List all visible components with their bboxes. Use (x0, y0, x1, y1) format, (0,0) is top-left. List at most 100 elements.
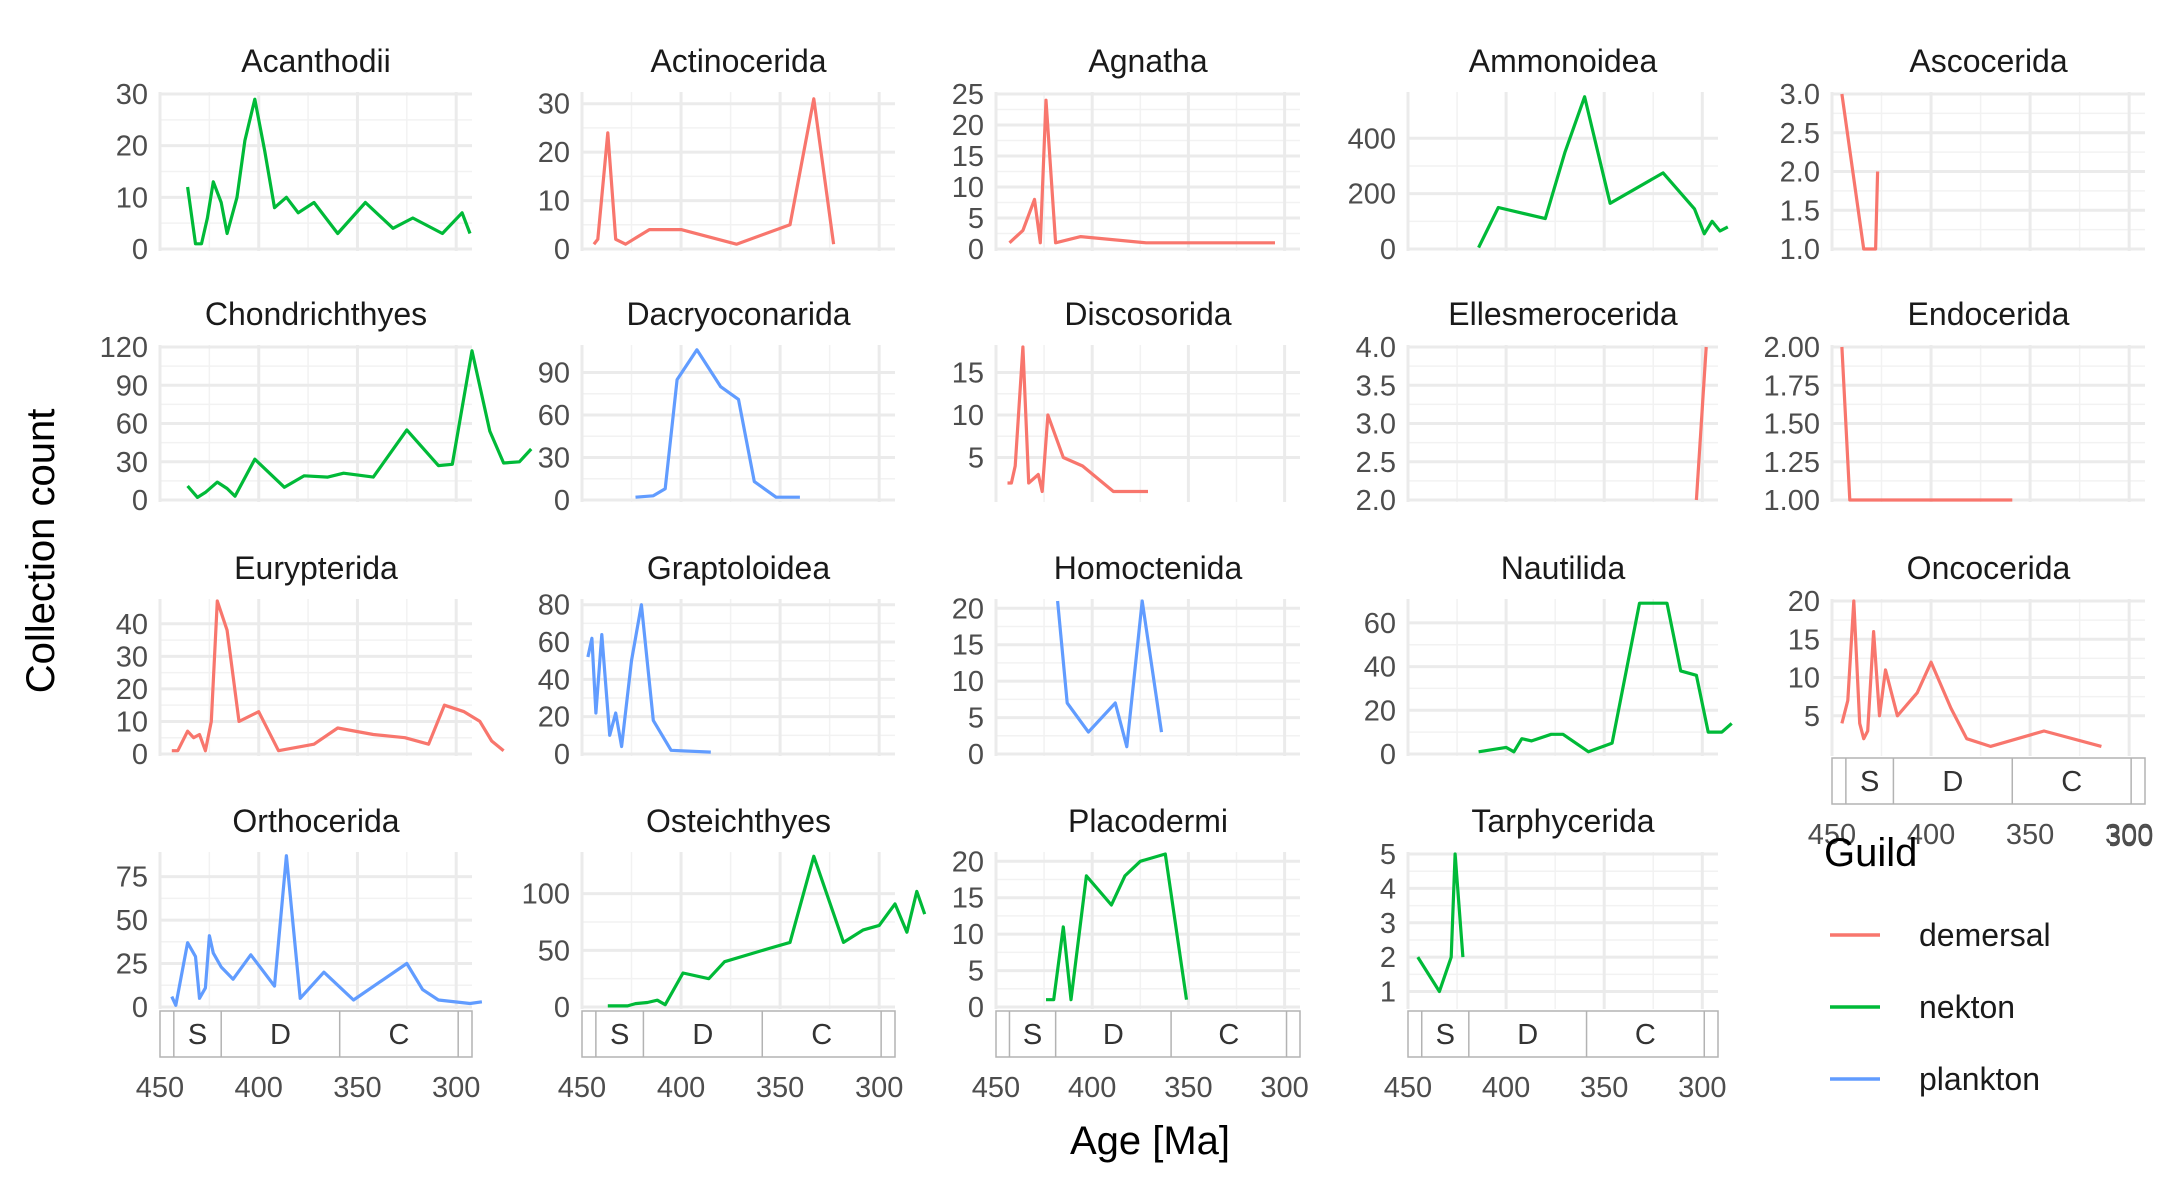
period-label: C (1635, 1019, 1656, 1051)
series-line-plankton (1056, 599, 1164, 749)
panels-layer: Acanthodii0102030Actinocerida0102030Agna… (100, 43, 2154, 1104)
series-line-nekton (186, 97, 472, 246)
panel-title: Osteichthyes (646, 803, 831, 839)
y-tick-label: 0 (554, 739, 570, 771)
y-tick-label: 80 (538, 590, 570, 622)
grid (1406, 599, 1718, 756)
y-tick-label: 20 (1364, 695, 1396, 727)
y-tick-label: 75 (116, 862, 148, 894)
panel-homoctenida: Homoctenida 0 5 10 15 20 (952, 550, 1300, 771)
y-tick-label: 5 (1804, 701, 1820, 733)
y-axis-title: Collection count (19, 409, 63, 694)
grid (1830, 92, 2145, 251)
y-tick-label: 0 (132, 739, 148, 771)
panel-title: Ellesmerocerida (1448, 296, 1678, 332)
legend-title: Guild (1824, 831, 1917, 875)
series-line-plankton (635, 348, 800, 499)
panel-title: Discosorida (1064, 296, 1231, 332)
panel-title: Ammonoidea (1469, 43, 1658, 79)
panel-acanthodii: Acanthodii 0 10 20 30 (116, 43, 472, 266)
grid (994, 599, 1300, 756)
panel-title: Dacryoconarida (626, 296, 850, 332)
x-tick-label: 350 (1164, 1072, 1212, 1104)
y-tick-label: 2 (1380, 942, 1396, 974)
y-tick-label: 30 (116, 641, 148, 673)
y-tick-label: 0 (968, 992, 984, 1024)
panel-title: Eurypterida (234, 550, 398, 586)
x-tick-label: 400 (1907, 819, 1955, 851)
series-line-nekton (1477, 95, 1729, 249)
legend-label: plankton (1919, 1061, 2040, 1097)
y-tick-label: 2.5 (1356, 447, 1396, 479)
y-tick-label: 2.0 (1356, 485, 1396, 517)
grid (158, 852, 472, 1009)
y-tick-label: 15 (952, 630, 984, 662)
series-line-demersal (1840, 346, 2013, 502)
panel-title: Oncocerida (1907, 550, 2071, 586)
y-tick-label: 20 (116, 674, 148, 706)
series-line-demersal (1007, 345, 1148, 494)
legend-label: nekton (1919, 989, 2015, 1025)
y-tick-label: 15 (952, 141, 984, 173)
period-bar-frame (1831, 757, 2146, 805)
y-tick-label: 20 (538, 702, 570, 734)
panel-discosorida: Discosorida 5 10 15 (952, 296, 1300, 502)
y-tick-label: 200 (1348, 179, 1396, 211)
grid (1406, 92, 1718, 251)
y-tick-label: 10 (952, 919, 984, 951)
period-label: D (692, 1019, 713, 1051)
panel-title: Acanthodii (241, 43, 390, 79)
series-line-demersal (1840, 599, 2102, 748)
x-tick-label: 300 (855, 1072, 903, 1104)
panel-ascocerida: Ascocerida 1.0 1.5 2.0 2.5 3.0 (1780, 43, 2145, 266)
y-tick-label: 1.00 (1764, 485, 1820, 517)
y-tick-label: 20 (116, 131, 148, 163)
panel-title: Chondrichthyes (205, 296, 427, 332)
period-label: S (610, 1019, 629, 1051)
panel-nautilida: Nautilida 0 20 40 60 (1364, 550, 1733, 771)
period-label: C (2061, 766, 2082, 798)
series-line-demersal (1008, 98, 1275, 245)
y-tick-label: 1.75 (1764, 370, 1820, 402)
y-tick-label: 0 (968, 739, 984, 771)
x-tick-label: 400 (1068, 1072, 1116, 1104)
panel-endocerida: Endocerida 1.00 1.25 1.50 1.75 2.00 (1764, 296, 2145, 517)
x-tick-label: 300 (1260, 1072, 1308, 1104)
y-tick-label: 4.0 (1356, 332, 1396, 364)
y-tick-label: 90 (116, 370, 148, 402)
grid (1830, 345, 2145, 502)
legend-label: demersal (1919, 917, 2051, 953)
grid (158, 599, 472, 756)
y-tick-label: 0 (132, 234, 148, 266)
legend-entry-nekton: nekton (1830, 989, 2015, 1025)
y-tick-label: 3.0 (1780, 79, 1820, 111)
y-tick-label: 0 (132, 992, 148, 1024)
x-tick-label: 350 (1580, 1072, 1628, 1104)
y-tick-label: 2.00 (1764, 332, 1820, 364)
y-tick-label: 400 (1348, 123, 1396, 155)
panel-osteichthyes: Osteichthyes 0 50 100 S D C 450 400 350 300 (522, 803, 927, 1104)
period-label: D (270, 1019, 291, 1051)
y-tick-label: 0 (554, 485, 570, 517)
y-tick-label: 50 (116, 905, 148, 937)
series-line-demersal (171, 599, 505, 753)
y-tick-label: 60 (1364, 608, 1396, 640)
panel-title: Endocerida (1908, 296, 2070, 332)
y-tick-label: 0 (554, 234, 570, 266)
grid (580, 852, 895, 1009)
series-line-nekton (1478, 601, 1733, 754)
x-tick-label: 350 (333, 1072, 381, 1104)
y-tick-label: 60 (116, 409, 148, 441)
y-tick-label: 40 (1364, 652, 1396, 684)
series-line-plankton (170, 854, 483, 1007)
x-tick-label: 450 (972, 1072, 1020, 1104)
period-label: S (188, 1019, 207, 1051)
period-label: S (1436, 1019, 1455, 1051)
